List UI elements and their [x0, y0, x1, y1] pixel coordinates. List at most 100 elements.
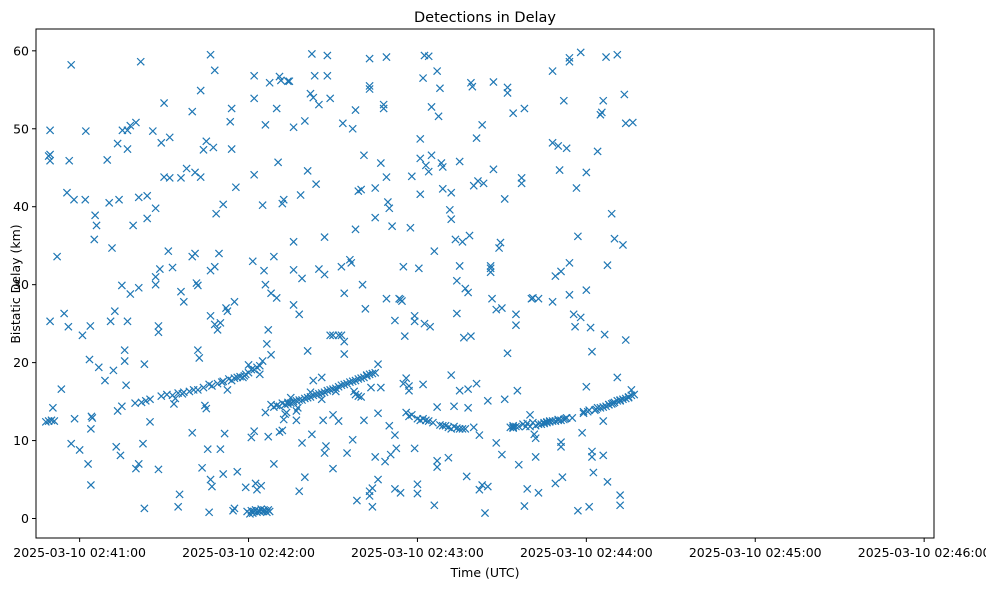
data-point	[365, 84, 374, 94]
data-point	[258, 201, 267, 210]
data-point	[262, 339, 271, 348]
data-point	[569, 310, 578, 319]
data-point	[307, 49, 316, 58]
data-point	[123, 317, 132, 326]
data-point	[199, 383, 208, 392]
data-point	[424, 417, 433, 426]
data-point	[464, 403, 473, 412]
data-point	[618, 240, 627, 249]
x-tick-label: 2025-03-10 02:44:00	[520, 545, 653, 560]
data-point	[210, 262, 219, 271]
data-point	[551, 479, 560, 488]
x-tick-label: 2025-03-10 02:42:00	[182, 545, 315, 560]
data-point	[551, 272, 560, 281]
data-point	[354, 392, 363, 401]
data-point	[433, 67, 442, 76]
data-point	[261, 408, 270, 417]
data-point	[151, 280, 160, 289]
data-point	[251, 479, 260, 488]
data-point	[416, 154, 425, 163]
data-point	[185, 387, 194, 396]
data-point	[424, 167, 433, 176]
data-point	[486, 261, 495, 270]
data-point	[555, 166, 564, 175]
data-point	[81, 195, 90, 204]
data-point	[379, 100, 388, 109]
x-tick-label: 2025-03-10 02:45:00	[689, 545, 822, 560]
data-point	[255, 370, 264, 379]
data-point	[520, 104, 529, 113]
data-point	[278, 426, 287, 435]
data-point	[261, 120, 270, 129]
data-point	[65, 156, 74, 165]
data-point	[109, 366, 118, 375]
data-point	[392, 444, 401, 453]
data-point	[160, 99, 169, 108]
data-point	[599, 417, 608, 426]
data-point	[458, 424, 467, 433]
data-point	[140, 504, 149, 513]
data-point	[115, 195, 124, 204]
data-point	[230, 504, 239, 513]
data-point	[154, 328, 163, 337]
data-point	[216, 318, 225, 327]
data-point	[303, 393, 312, 402]
data-point	[145, 417, 155, 426]
data-point	[599, 96, 608, 105]
data-point	[548, 67, 557, 76]
data-point	[134, 193, 143, 202]
data-point	[599, 403, 608, 412]
data-point	[213, 379, 222, 388]
data-point	[195, 353, 204, 362]
data-point	[348, 377, 357, 386]
data-point	[69, 195, 79, 204]
data-point	[390, 316, 399, 325]
data-point	[503, 83, 512, 92]
data-point	[376, 159, 385, 168]
data-point	[151, 272, 160, 281]
data-point	[319, 416, 328, 425]
data-point	[264, 325, 273, 334]
data-point	[100, 376, 109, 385]
data-point	[207, 381, 216, 391]
data-point	[407, 172, 416, 181]
data-point	[452, 309, 461, 318]
data-point	[289, 237, 298, 246]
data-point	[250, 94, 259, 103]
data-point	[361, 304, 370, 313]
data-point	[475, 431, 484, 440]
data-point	[229, 506, 238, 515]
data-point	[164, 247, 173, 256]
data-point	[565, 258, 574, 267]
data-point	[348, 124, 357, 133]
data-point	[78, 331, 87, 340]
data-point	[621, 335, 630, 345]
data-point	[565, 57, 574, 66]
data-point	[627, 385, 636, 394]
data-point	[126, 121, 135, 130]
data-point	[50, 417, 59, 426]
data-point	[628, 118, 637, 127]
data-point	[599, 451, 608, 460]
data-point	[455, 386, 464, 395]
data-point	[272, 104, 281, 113]
data-point	[293, 403, 302, 412]
data-point	[338, 119, 347, 128]
data-point	[500, 395, 509, 404]
data-point	[303, 346, 312, 355]
data-point	[138, 439, 147, 448]
data-point	[486, 264, 495, 273]
data-point	[136, 57, 145, 66]
data-point	[421, 161, 430, 170]
data-point	[105, 198, 114, 207]
data-point	[203, 445, 212, 454]
data-point	[191, 168, 200, 177]
data-point	[113, 139, 122, 148]
data-point	[250, 71, 259, 80]
data-point	[433, 403, 442, 412]
data-point	[323, 71, 332, 80]
data-point	[427, 151, 436, 160]
data-point	[265, 78, 274, 87]
data-point	[310, 71, 319, 80]
